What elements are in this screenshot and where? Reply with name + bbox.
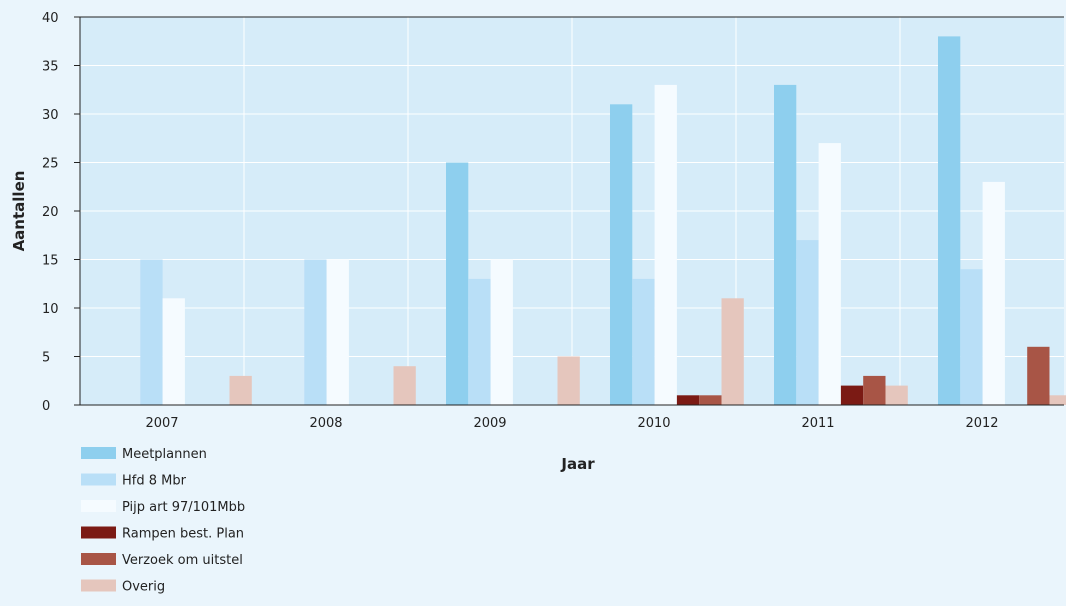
bar-pijp-art-97-101mbb-2012 <box>982 181 1005 405</box>
bar-meetplannen-2009 <box>446 162 469 405</box>
bars-group <box>140 36 1066 406</box>
bar-overig-2007 <box>229 375 252 405</box>
bar-pijp-art-97-101mbb-2008 <box>326 259 349 405</box>
y-tick-label: 30 <box>42 108 59 123</box>
y-tick-label: 25 <box>42 157 59 172</box>
legend: Meetplannen Hfd 8 Mbr Pijp art 97/101Mbb Ra… <box>81 447 245 595</box>
x-tick-label: 2009 <box>473 416 506 431</box>
bar-overig-2010 <box>721 298 744 405</box>
bar-hfd-8-mbr-2011 <box>796 240 819 405</box>
bar-verzoek-om-uitstel-2011 <box>863 375 886 405</box>
bar-rampen-best-plan-2011 <box>840 385 864 405</box>
bar-overig-2008 <box>393 366 416 405</box>
legend-label: Verzoek om uitstel <box>122 553 243 568</box>
x-axis-title: Jaar <box>560 455 595 473</box>
x-tick-label: 2007 <box>145 416 178 431</box>
legend-label: Pijp art 97/101Mbb <box>122 500 245 515</box>
bar-verzoek-om-uitstel-2010 <box>699 395 722 405</box>
legend-label: Meetplannen <box>122 447 207 462</box>
bar-overig-2011 <box>885 385 908 405</box>
legend-label: Hfd 8 Mbr <box>122 474 187 489</box>
bar-rampen-best-plan-2010 <box>676 395 700 405</box>
y-tick-label: 20 <box>42 205 59 220</box>
x-tick-labels: 2007 2008 2009 2010 2011 2012 <box>145 416 998 431</box>
y-tick-label: 15 <box>42 254 59 269</box>
bar-overig-2012 <box>1049 395 1066 405</box>
bar-pijp-art-97-101mbb-2009 <box>490 259 513 405</box>
legend-label: Overig <box>122 580 165 595</box>
legend-swatch <box>81 500 116 512</box>
bar-hfd-8-mbr-2008 <box>304 259 327 405</box>
bar-pijp-art-97-101mbb-2010 <box>654 84 677 406</box>
y-tick-label: 10 <box>42 302 59 317</box>
bar-hfd-8-mbr-2009 <box>468 278 491 405</box>
y-tick-label: 0 <box>42 399 50 414</box>
legend-swatch <box>81 473 116 486</box>
bar-overig-2009 <box>557 356 580 405</box>
x-tick-label: 2011 <box>801 416 834 431</box>
y-tick-labels: 0 5 10 15 20 25 30 35 40 <box>42 11 59 414</box>
bar-hfd-8-mbr-2012 <box>960 269 983 405</box>
bar-meetplannen-2012 <box>938 36 961 406</box>
legend-swatch <box>81 447 116 459</box>
legend-swatch <box>81 579 116 592</box>
bar-hfd-8-mbr-2007 <box>140 259 163 405</box>
bar-meetplannen-2011 <box>774 84 797 406</box>
y-tick-label: 35 <box>42 60 59 75</box>
y-tick-label: 40 <box>42 11 59 26</box>
legend-swatch <box>81 553 116 565</box>
y-axis-title: Aantallen <box>10 171 28 252</box>
x-tick-label: 2010 <box>637 416 670 431</box>
bar-pijp-art-97-101mbb-2007 <box>162 298 185 405</box>
axes-group <box>74 16 1064 406</box>
bar-meetplannen-2010 <box>610 104 633 406</box>
legend-label: Rampen best. Plan <box>122 527 244 542</box>
x-tick-label: 2008 <box>309 416 342 431</box>
legend-swatch <box>81 526 116 539</box>
x-tick-label: 2012 <box>965 416 998 431</box>
bar-pijp-art-97-101mbb-2011 <box>818 143 841 405</box>
bar-verzoek-om-uitstel-2012 <box>1027 346 1050 405</box>
y-tick-label: 5 <box>42 351 50 366</box>
bar-hfd-8-mbr-2010 <box>632 278 655 405</box>
